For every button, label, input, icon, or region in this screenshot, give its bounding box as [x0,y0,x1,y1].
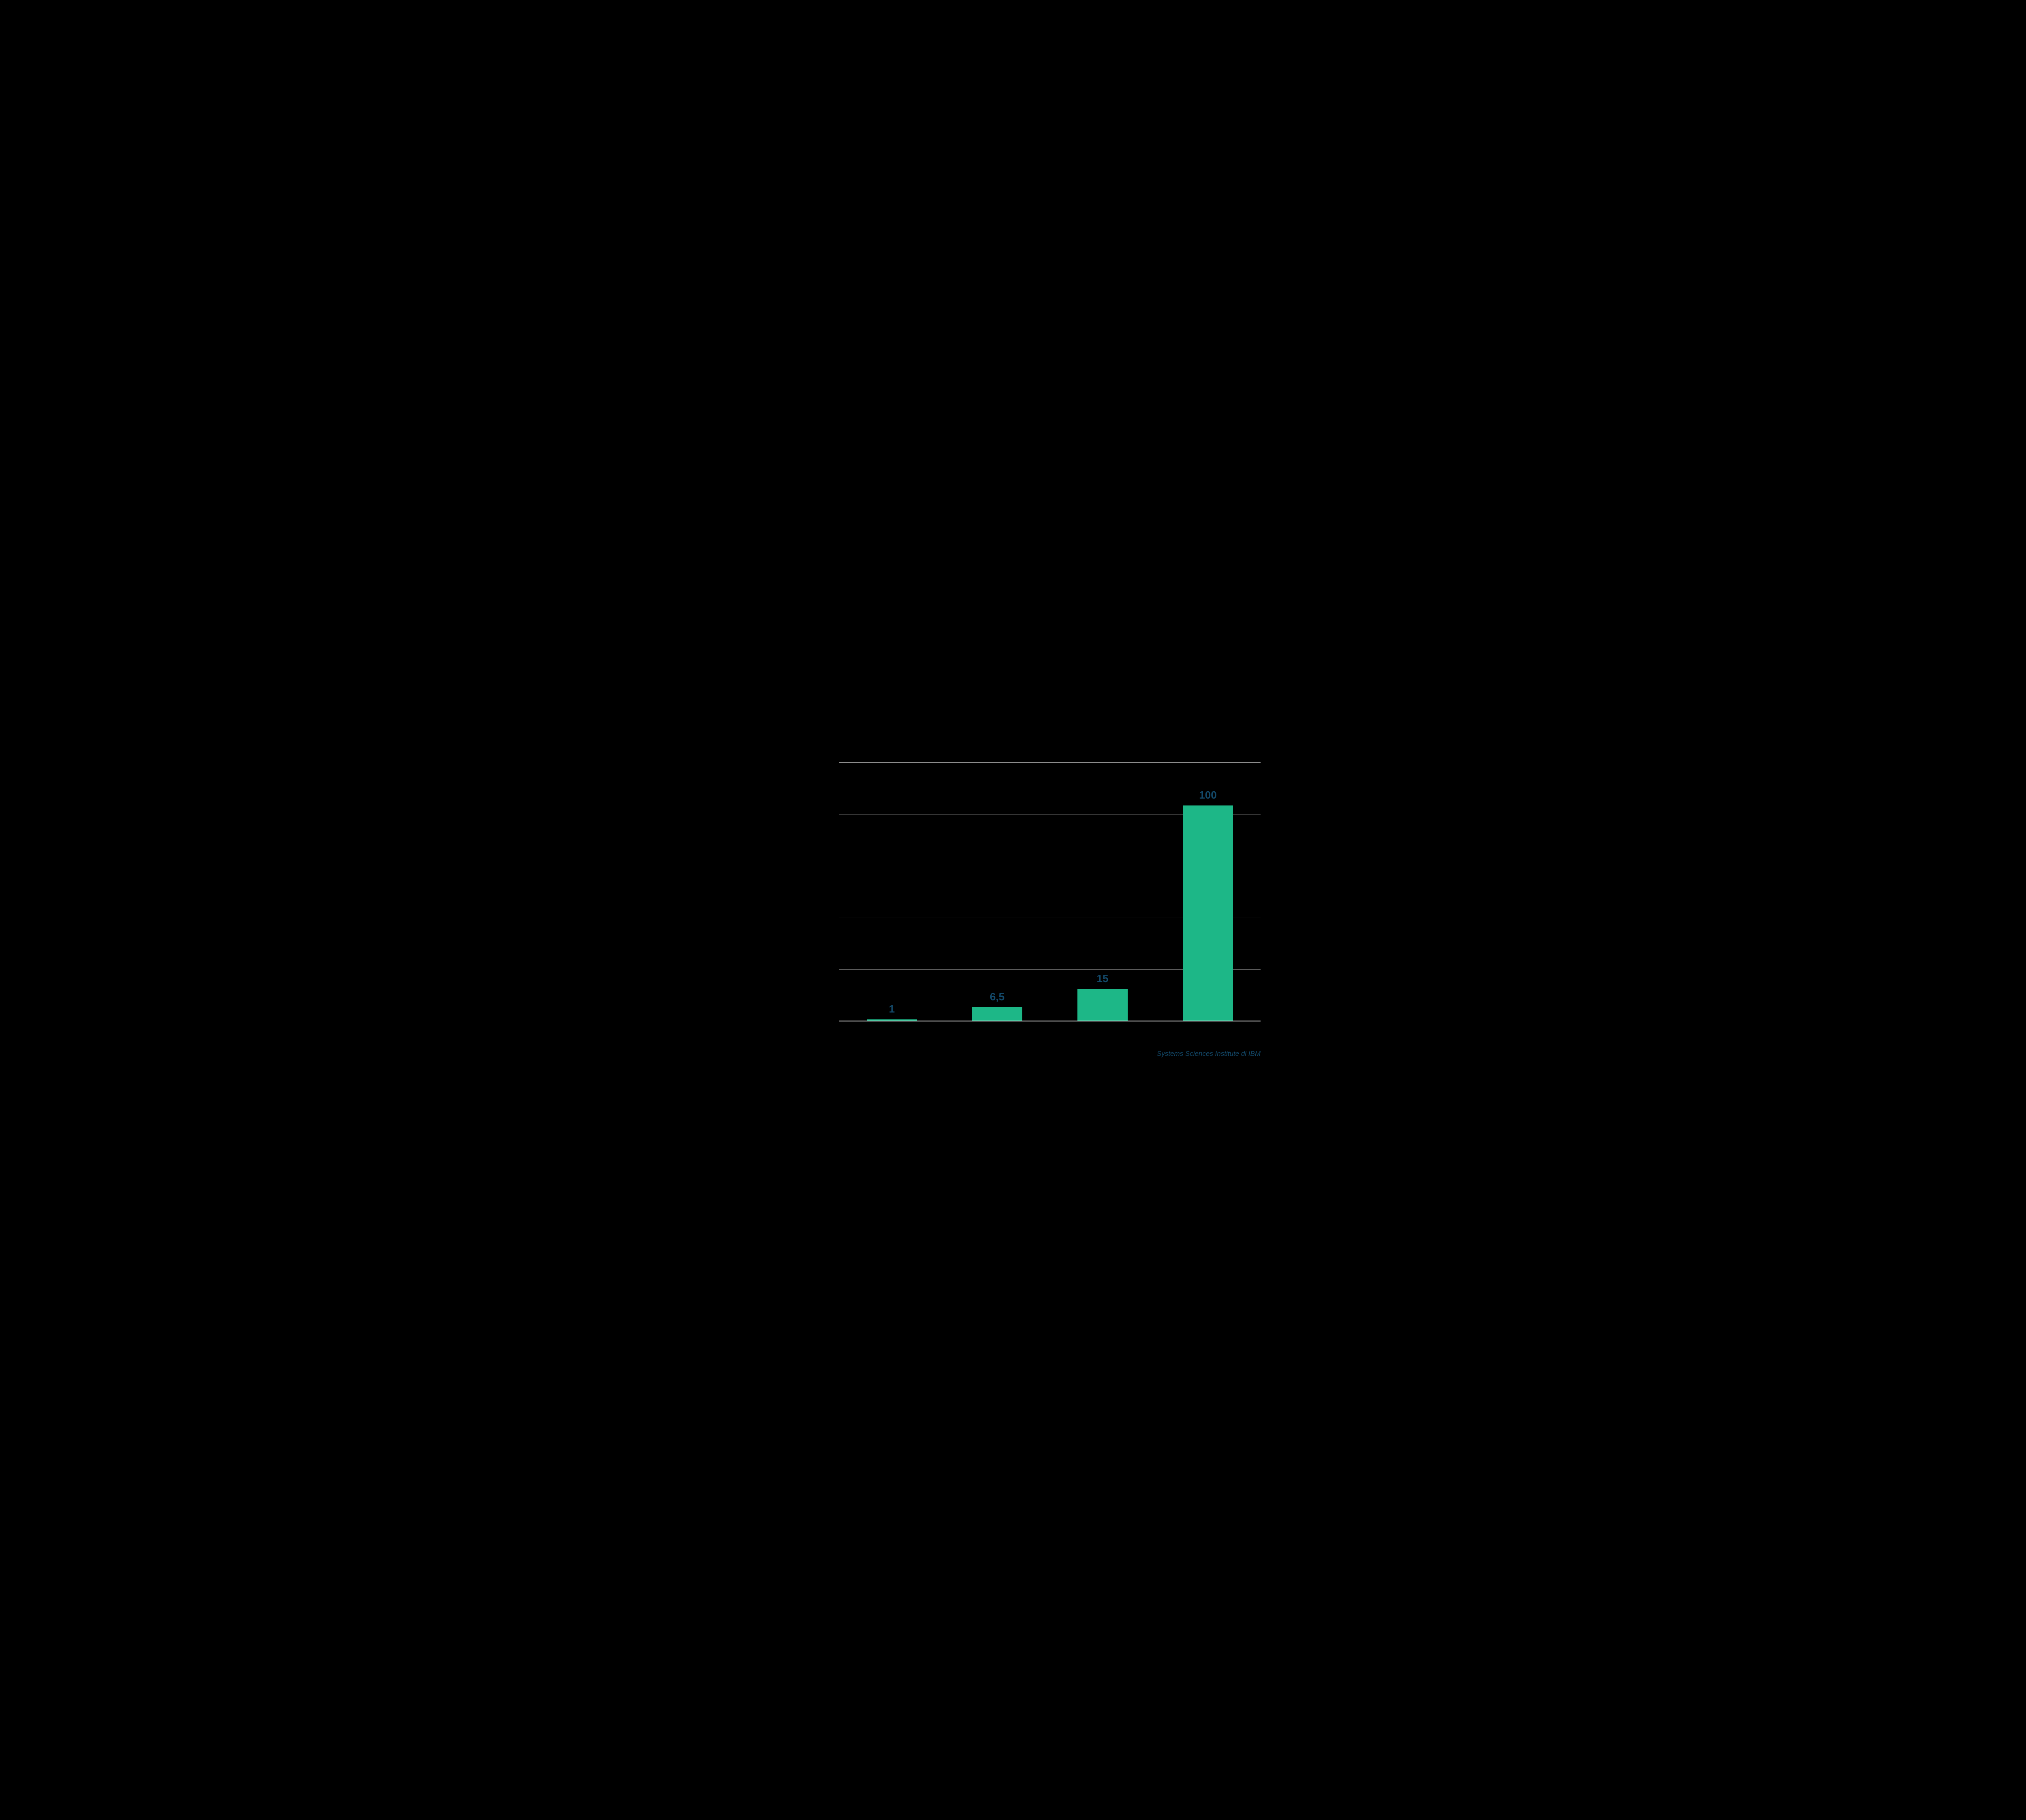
bar-value-label: 1 [889,1003,895,1015]
bar-value-label: 6,5 [990,991,1004,1003]
attribution-text: Systems Sciences Institute di IBM [750,1050,1261,1058]
bar [1077,989,1128,1021]
bar-value-label: 100 [1199,789,1216,801]
bar [1183,805,1233,1021]
bar [972,1007,1023,1021]
plot-area: 1 6,5 15 100 [839,762,1261,1021]
bar-chart: 1 6,5 15 100 Systems Sciences Institute di … [750,762,1276,1058]
bar-value-label: 15 [1097,972,1109,985]
bar-slot: 100 [1155,762,1261,1021]
bars-container: 1 6,5 15 100 [839,762,1261,1021]
bar-slot: 15 [1050,762,1155,1021]
bar-slot: 6,5 [945,762,1050,1021]
bar-slot: 1 [839,762,945,1021]
